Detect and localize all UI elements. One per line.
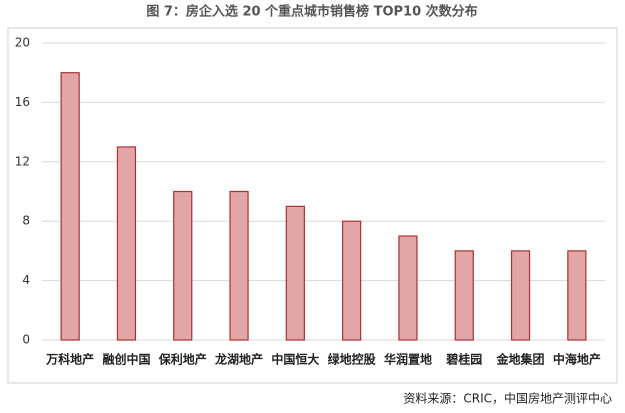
chart-title: 图 7：房企入选 20 个重点城市销售榜 TOP10 次数分布 — [146, 4, 477, 20]
x-tick-label: 华润置地 — [384, 352, 432, 367]
y-tick-label: 16 — [15, 95, 30, 109]
y-tick-label: 0 — [22, 333, 30, 347]
source-note: 资料来源：CRIC，中国房地产测评中心 — [403, 391, 612, 406]
x-tick-label: 融创中国 — [102, 352, 150, 367]
bar — [510, 250, 531, 341]
x-tick-label: 碧桂园 — [445, 352, 482, 367]
y-tick-label: 4 — [22, 273, 30, 287]
x-tick-label: 保利地产 — [158, 352, 207, 367]
x-tick-label: 中海地产 — [553, 352, 601, 367]
bar — [229, 190, 249, 341]
y-tick-label: 20 — [15, 36, 30, 50]
y-tick-label: 12 — [15, 154, 30, 168]
x-tick-label: 龙湖地产 — [215, 352, 263, 367]
y-tick-label: 8 — [22, 214, 30, 228]
x-tick-label: 万科地产 — [45, 352, 94, 367]
x-tick-label: 绿地控股 — [328, 352, 377, 367]
bar — [454, 250, 474, 341]
bar — [173, 190, 193, 341]
x-tick-label: 中国恒大 — [271, 352, 319, 367]
bar — [60, 72, 80, 341]
x-tick-label: 金地集团 — [496, 352, 545, 367]
bar — [342, 220, 362, 341]
bar — [116, 146, 137, 341]
plot-frame — [7, 27, 618, 384]
bar — [567, 250, 587, 341]
bar — [285, 205, 305, 341]
bar — [398, 235, 418, 341]
